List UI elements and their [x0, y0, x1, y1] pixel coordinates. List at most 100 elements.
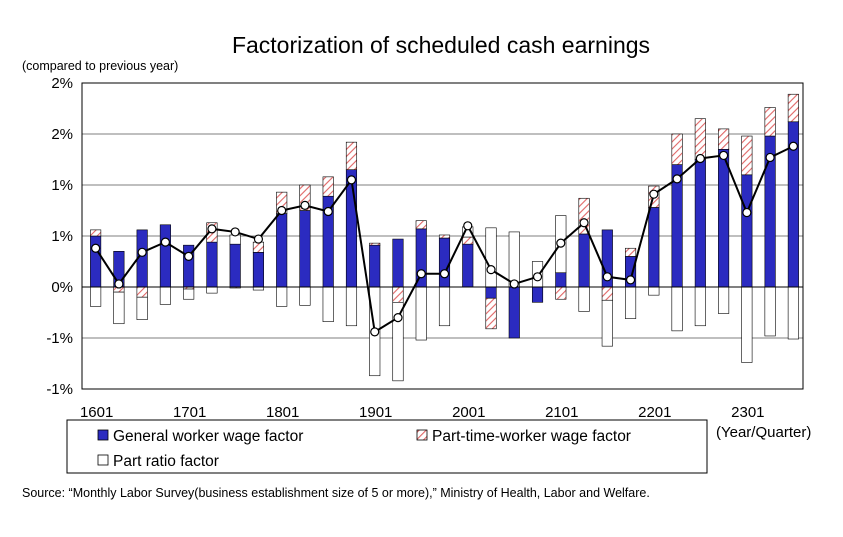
- bar-part-ratio: [183, 288, 195, 300]
- bar-general-worker: [369, 244, 381, 288]
- x-tick-label: 2101: [545, 404, 578, 421]
- legend-label-part-time: Part-time-worker wage factor: [432, 428, 631, 445]
- y-tick-labels: 2% 2% 1% 1% 0% -1% -1%: [46, 75, 73, 398]
- total-point: [277, 205, 287, 216]
- x-tick-label: 2301: [731, 404, 764, 421]
- total-point: [184, 251, 194, 261]
- bar-part-ratio: [206, 286, 218, 294]
- y-tick-label: -1%: [46, 330, 73, 347]
- bar-general-worker: [531, 286, 544, 303]
- legend: General worker wage factor Part-time-wor…: [66, 419, 708, 474]
- y-tick-label: 2%: [51, 126, 73, 143]
- bar-part-time-worker: [392, 286, 404, 303]
- bars: [90, 93, 799, 382]
- bar-part-ratio: [625, 286, 637, 319]
- gridlines: [82, 133, 803, 339]
- bar-part-ratio: [159, 286, 171, 305]
- bar-general-worker: [508, 286, 520, 339]
- bar-general-worker: [345, 169, 358, 288]
- bar-part-time-worker: [741, 135, 753, 176]
- bar-part-time-worker: [555, 286, 567, 300]
- bar-part-ratio: [392, 301, 404, 382]
- total-point: [695, 153, 705, 164]
- total-point: [137, 247, 147, 257]
- total-point: [91, 243, 101, 253]
- total-point: [370, 327, 380, 337]
- bar-part-time-worker: [578, 197, 590, 235]
- bar-general-worker: [555, 272, 567, 288]
- x-tick-label: 2001: [452, 404, 485, 421]
- bar-part-time-worker: [764, 107, 776, 137]
- total-point: [742, 207, 752, 218]
- bar-general-worker: [392, 238, 404, 288]
- total-point: [323, 206, 333, 217]
- bar-general-worker: [485, 286, 497, 299]
- bar-general-worker: [206, 241, 218, 288]
- y-tick-label: 2%: [51, 75, 73, 92]
- legend-swatch-general: [97, 429, 109, 441]
- bar-general-worker: [578, 233, 590, 288]
- total-point: [509, 279, 519, 289]
- bar-part-ratio: [299, 286, 311, 306]
- bar-part-ratio: [345, 286, 358, 327]
- x-tick-label: 1701: [173, 404, 206, 421]
- bar-part-time-worker: [694, 118, 706, 160]
- legend-label-general: General worker wage factor: [113, 428, 303, 445]
- bar-part-time-worker: [601, 286, 613, 301]
- total-point: [160, 237, 170, 247]
- x-tick-labels: 1601 1701 1801 1901 2001 2101 2201 2301: [80, 404, 765, 421]
- bar-part-ratio: [648, 286, 660, 296]
- x-tick-label: 1801: [266, 404, 299, 421]
- bar-part-time-worker: [485, 297, 497, 330]
- bar-part-time-worker: [415, 220, 427, 230]
- bar-part-time-worker: [136, 286, 148, 298]
- bar-part-ratio: [438, 286, 451, 327]
- total-point: [393, 313, 403, 323]
- source-note: Source: “Monthly Labor Survey(business e…: [22, 486, 650, 500]
- total-point: [300, 200, 310, 210]
- bar-part-ratio: [322, 286, 334, 322]
- bar-general-worker: [741, 174, 753, 288]
- bar-part-ratio: [90, 286, 102, 307]
- total-point: [253, 234, 264, 244]
- y-tick-label: 0%: [51, 279, 73, 296]
- bar-part-ratio: [694, 286, 706, 327]
- bar-part-ratio: [718, 286, 730, 314]
- legend-swatch-part-ratio: [97, 454, 109, 466]
- bar-part-ratio: [485, 227, 497, 288]
- total-point: [463, 221, 473, 231]
- bar-part-time-worker: [369, 242, 381, 246]
- bar-part-ratio: [415, 286, 427, 341]
- legend-box: [66, 419, 708, 474]
- bar-part-ratio: [741, 286, 753, 363]
- bar-part-ratio: [578, 286, 590, 312]
- x-tick-label: 1601: [80, 404, 113, 421]
- total-point: [602, 272, 612, 282]
- bar-general-worker: [252, 252, 264, 288]
- bar-part-ratio: [113, 291, 125, 325]
- bar-part-ratio: [764, 286, 776, 337]
- total-point: [230, 227, 240, 237]
- y-tick-label: 1%: [51, 177, 73, 194]
- bar-part-ratio: [671, 286, 683, 332]
- legend-swatch-part-time: [416, 429, 428, 441]
- total-point: [625, 275, 636, 285]
- y-tick-label: -1%: [46, 381, 73, 398]
- total-point: [346, 175, 357, 185]
- total-point: [672, 174, 682, 184]
- bar-general-worker: [648, 207, 660, 288]
- total-point: [556, 238, 566, 248]
- x-axis-label: (Year/Quarter): [716, 424, 811, 441]
- bar-part-time-worker: [671, 133, 683, 165]
- bar-part-time-worker: [718, 128, 730, 150]
- bar-part-time-worker: [90, 229, 102, 237]
- bar-part-time-worker: [299, 184, 311, 211]
- total-point: [718, 150, 729, 161]
- bar-part-ratio: [276, 286, 288, 307]
- bar-general-worker: [438, 237, 451, 288]
- y-axis-label: (compared to previous year): [22, 59, 178, 73]
- bar-part-ratio: [508, 231, 520, 288]
- total-point: [532, 272, 543, 282]
- bar-general-worker: [299, 210, 311, 288]
